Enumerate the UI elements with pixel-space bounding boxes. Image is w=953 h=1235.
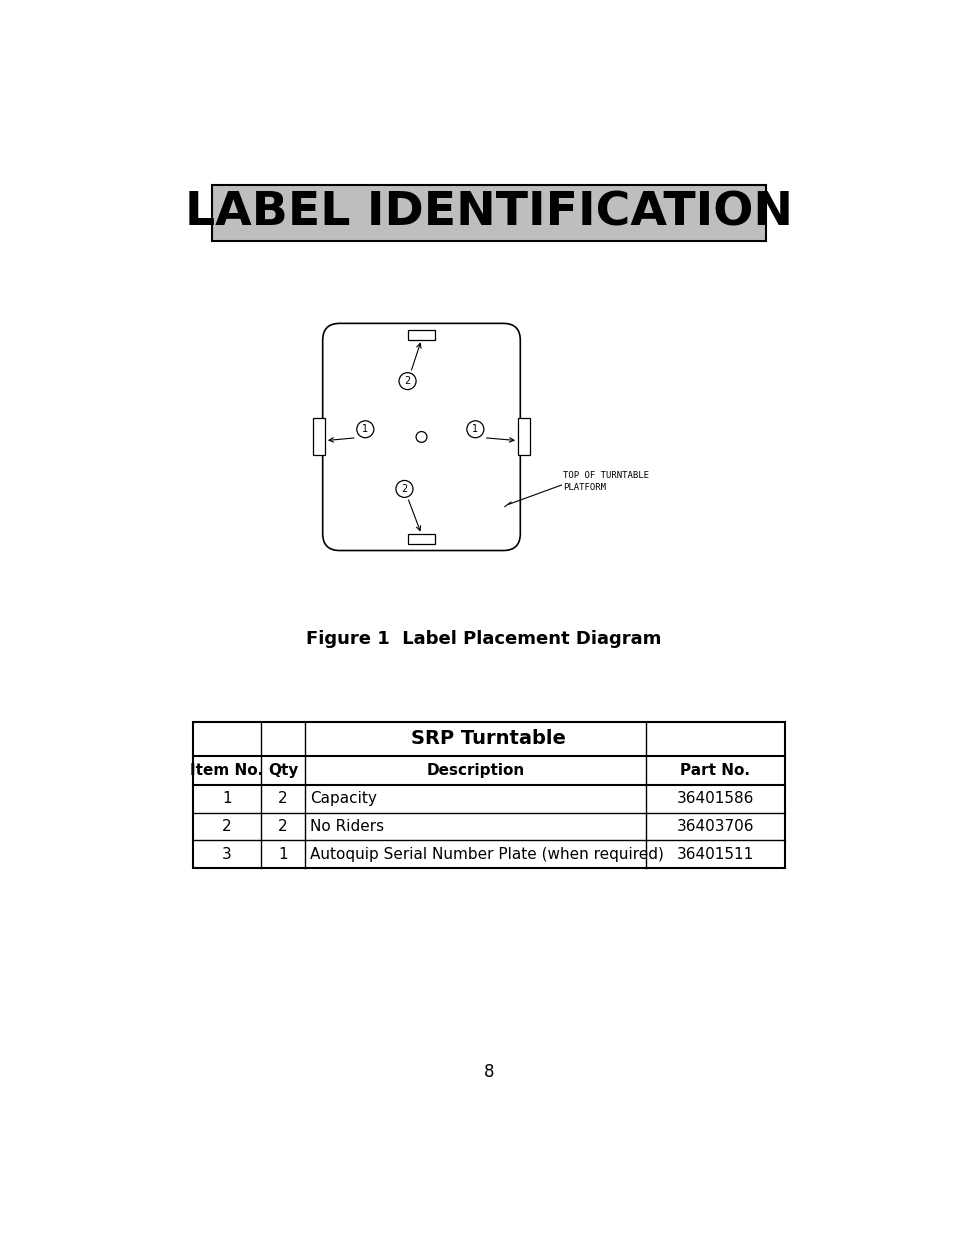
Text: 1: 1: [472, 425, 477, 435]
Text: Figure 1  Label Placement Diagram: Figure 1 Label Placement Diagram: [306, 630, 660, 648]
Text: 2: 2: [278, 792, 288, 806]
Text: 3: 3: [222, 847, 232, 862]
Text: TOP OF TURNTABLE
PLATFORM: TOP OF TURNTABLE PLATFORM: [562, 471, 648, 492]
Bar: [212, 185, 765, 241]
Text: Description: Description: [426, 763, 524, 778]
Bar: [408, 330, 435, 340]
Text: 2: 2: [401, 484, 407, 494]
Circle shape: [398, 373, 416, 389]
Circle shape: [416, 431, 427, 442]
Text: 8: 8: [483, 1063, 494, 1081]
Text: 36403706: 36403706: [676, 819, 754, 834]
Bar: [193, 721, 784, 868]
Circle shape: [395, 480, 413, 498]
Text: 1: 1: [362, 425, 368, 435]
Text: 36401511: 36401511: [676, 847, 753, 862]
Text: LABEL IDENTIFICATION: LABEL IDENTIFICATION: [185, 190, 792, 236]
FancyBboxPatch shape: [322, 324, 519, 551]
Bar: [408, 535, 435, 545]
Text: 36401586: 36401586: [676, 792, 753, 806]
Bar: [313, 419, 325, 456]
Text: Autoquip Serial Number Plate (when required): Autoquip Serial Number Plate (when requi…: [310, 847, 663, 862]
Circle shape: [466, 421, 483, 437]
Circle shape: [356, 421, 374, 437]
Text: Part No.: Part No.: [679, 763, 750, 778]
Bar: [517, 419, 529, 456]
Text: Item No.: Item No.: [190, 763, 263, 778]
Text: Qty: Qty: [268, 763, 298, 778]
Text: 1: 1: [278, 847, 288, 862]
Text: SRP Turntable: SRP Turntable: [411, 730, 566, 748]
Text: Capacity: Capacity: [310, 792, 376, 806]
Text: 2: 2: [404, 377, 410, 387]
Text: 2: 2: [278, 819, 288, 834]
Text: 1: 1: [222, 792, 232, 806]
Text: 2: 2: [222, 819, 232, 834]
Text: No Riders: No Riders: [310, 819, 384, 834]
